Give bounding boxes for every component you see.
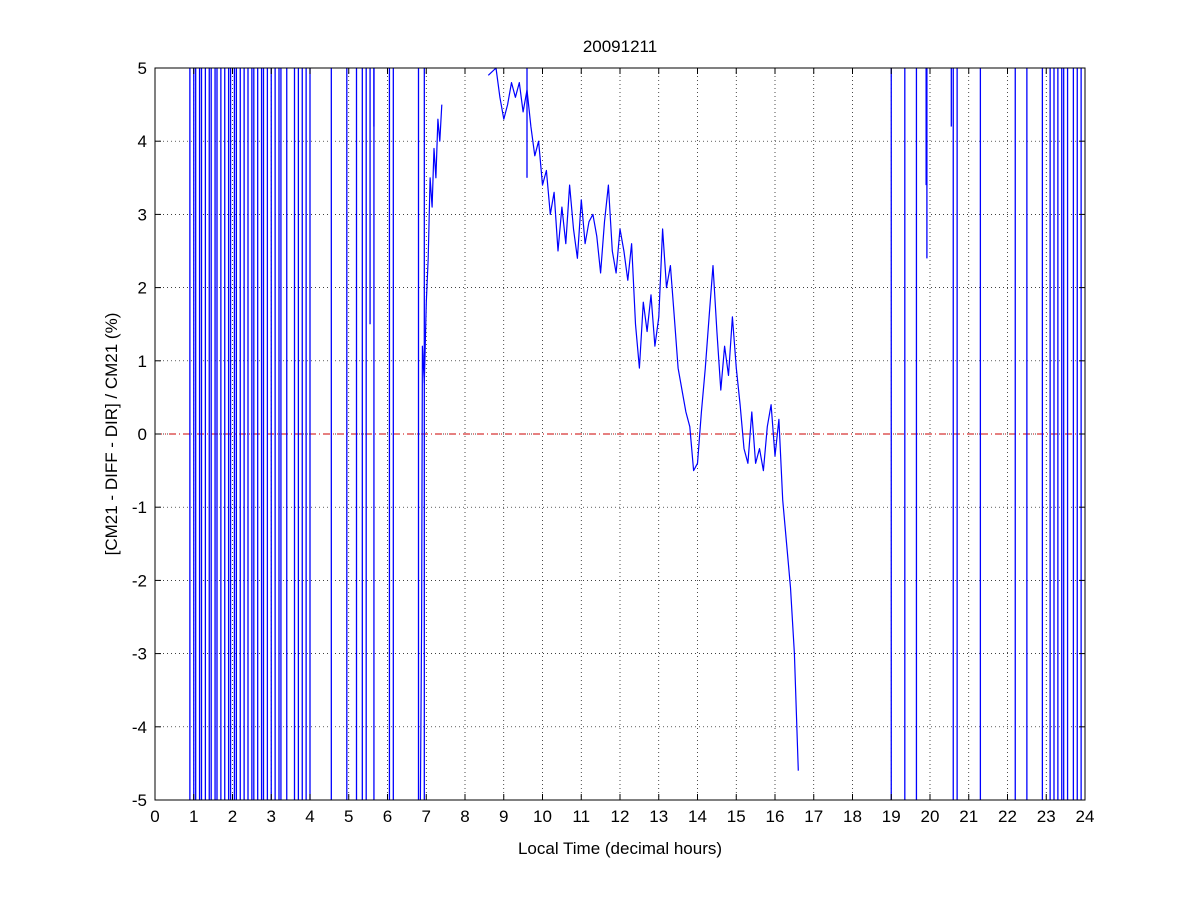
- x-tick-label: 8: [460, 807, 469, 826]
- y-tick-label: 1: [138, 352, 147, 371]
- x-tick-label: 22: [998, 807, 1017, 826]
- x-tick-label: 3: [267, 807, 276, 826]
- x-tick-label: 6: [383, 807, 392, 826]
- x-tick-label: 5: [344, 807, 353, 826]
- chart-title: 20091211: [583, 37, 657, 56]
- x-tick-label: 19: [882, 807, 901, 826]
- x-tick-label: 13: [649, 807, 668, 826]
- x-tick-label: 16: [766, 807, 785, 826]
- y-tick-label: 5: [138, 59, 147, 78]
- spike-layer: [189, 68, 1082, 800]
- x-tick-label: 2: [228, 807, 237, 826]
- x-tick-label: 23: [1037, 807, 1056, 826]
- ticks: 0 1 2 3 4 5 6 7 8 9 10 11 12 13 14 15 16 17 18 19 20 21 22 23 24…: [132, 59, 1095, 826]
- y-tick-label: 4: [138, 132, 147, 151]
- x-tick-label: 21: [959, 807, 978, 826]
- series-line-0: [487, 67, 799, 771]
- x-tick-label: 24: [1076, 807, 1095, 826]
- y-tick-label: 0: [138, 425, 147, 444]
- x-tick-label: 18: [843, 807, 862, 826]
- x-tick-label: 4: [305, 807, 314, 826]
- x-tick-label: 0: [150, 807, 159, 826]
- x-tick-label: 12: [611, 807, 630, 826]
- x-tick-label: 7: [422, 807, 431, 826]
- series-layer: [419, 67, 799, 801]
- series-line-1: [419, 104, 443, 801]
- x-tick-label: 10: [533, 807, 552, 826]
- y-tick-label: -5: [132, 791, 147, 810]
- x-axis-label: Local Time (decimal hours): [518, 839, 722, 858]
- y-tick-label: -1: [132, 498, 147, 517]
- y-tick-label: -4: [132, 718, 147, 737]
- x-tick-label: 1: [189, 807, 198, 826]
- x-tick-label: 17: [804, 807, 823, 826]
- x-tick-label: 15: [727, 807, 746, 826]
- x-tick-label: 9: [499, 807, 508, 826]
- x-tick-label: 14: [688, 807, 707, 826]
- x-tick-label: 11: [572, 807, 590, 826]
- y-tick-label: -3: [132, 645, 147, 664]
- x-tick-label: 20: [921, 807, 940, 826]
- y-axis-label: [CM21 - DIFF - DIR] / CM21 (%): [102, 313, 121, 556]
- y-tick-label: -2: [132, 571, 147, 590]
- y-tick-label: 2: [138, 279, 147, 298]
- y-tick-label: 3: [138, 205, 147, 224]
